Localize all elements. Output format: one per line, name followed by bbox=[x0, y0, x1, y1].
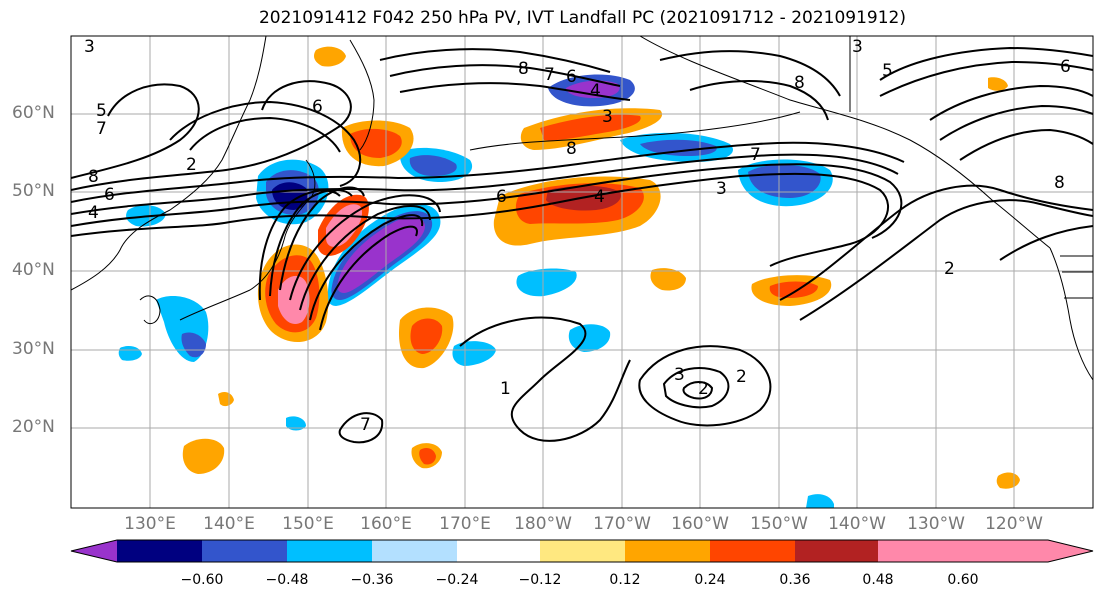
colorbar-segment bbox=[625, 540, 710, 562]
lon-label: 130°W bbox=[907, 514, 965, 534]
contour-label: 7 bbox=[360, 415, 371, 435]
lon-label: 150°W bbox=[750, 514, 808, 534]
alaska-coast bbox=[639, 36, 1051, 249]
colorbar-segment bbox=[202, 540, 287, 562]
kamchatka-coast bbox=[349, 39, 375, 151]
asia-coast bbox=[71, 36, 267, 291]
map-frame bbox=[70, 35, 1094, 509]
colorbar-tick-label: 0.12 bbox=[609, 572, 641, 588]
colorbar-tick-label: −0.36 bbox=[350, 572, 394, 588]
lon-label: 140°W bbox=[828, 514, 886, 534]
colorbar-segment bbox=[540, 540, 625, 562]
contour-label: 2 bbox=[698, 379, 709, 399]
contour-labels: 3 5 7 8 6 4 2 6 8 7 4 6 3 8 6 3 4 8 7 3 … bbox=[84, 37, 1071, 435]
lon-label: 150°E bbox=[282, 514, 334, 534]
colorbar-tick-label: 0.24 bbox=[694, 572, 726, 588]
colorbar-tick-label: −0.24 bbox=[435, 572, 479, 588]
colorbar bbox=[70, 539, 1094, 563]
contour-label: 2 bbox=[944, 259, 955, 279]
contour-label: 8 bbox=[794, 73, 805, 93]
lat-label: 30°N bbox=[12, 339, 55, 359]
contour-label: 3 bbox=[602, 107, 613, 127]
contour-label: 4 bbox=[88, 203, 99, 223]
map-title: 2021091412 F042 250 hPa PV, IVT Landfall… bbox=[258, 8, 906, 28]
lat-label: 50°N bbox=[12, 181, 55, 201]
colorbar-extend-right bbox=[963, 540, 1093, 562]
na-west-coast bbox=[1049, 247, 1093, 381]
colorbar-segment bbox=[795, 540, 878, 562]
contour-label: 6 bbox=[566, 67, 577, 87]
colorbar-tick-label: −0.60 bbox=[180, 572, 224, 588]
coastlines bbox=[71, 36, 1093, 381]
contour-label: 3 bbox=[84, 37, 95, 57]
contour-label: 6 bbox=[496, 187, 507, 207]
lon-label: 170°W bbox=[593, 514, 651, 534]
plot-area: 3 5 7 8 6 4 2 6 8 7 4 6 3 8 6 3 4 8 7 3 … bbox=[71, 36, 1093, 508]
colorbar-segment bbox=[372, 540, 457, 562]
contour-label: 6 bbox=[1060, 57, 1071, 77]
colorbar-tick-label: −0.12 bbox=[518, 572, 562, 588]
colorbar-segment bbox=[287, 540, 372, 562]
lon-label: 120°W bbox=[985, 514, 1043, 534]
lon-label: 140°E bbox=[203, 514, 255, 534]
colorbar-segment bbox=[117, 540, 202, 562]
aleutians bbox=[469, 111, 801, 151]
colorbar-segment bbox=[457, 540, 540, 562]
contour-label: 2 bbox=[186, 155, 197, 175]
korea-coast bbox=[139, 295, 161, 325]
contour-label: 8 bbox=[566, 139, 577, 159]
contour-label: 4 bbox=[594, 187, 605, 207]
contour-label: 1 bbox=[500, 379, 511, 399]
contour-label: 4 bbox=[590, 81, 601, 101]
contour-label: 3 bbox=[716, 179, 727, 199]
contour-label: 3 bbox=[674, 365, 685, 385]
lon-label: 130°E bbox=[124, 514, 176, 534]
lon-label: 180°W bbox=[514, 514, 572, 534]
colorbar-tick-label: −0.48 bbox=[265, 572, 309, 588]
lon-label: 160°E bbox=[360, 514, 412, 534]
lat-label: 40°N bbox=[12, 260, 55, 280]
colorbar-tick-label: 0.48 bbox=[862, 572, 894, 588]
shaded-anomalies bbox=[118, 46, 1020, 508]
contour-label: 6 bbox=[104, 185, 115, 205]
lon-label: 160°W bbox=[671, 514, 729, 534]
contour-label: 8 bbox=[88, 167, 99, 187]
contour-label: 7 bbox=[544, 65, 555, 85]
contour-label: 5 bbox=[882, 61, 893, 81]
contour-label: 7 bbox=[96, 119, 107, 139]
contour-label: 2 bbox=[736, 367, 747, 387]
lat-label: 20°N bbox=[12, 417, 55, 437]
colorbar-segment bbox=[878, 540, 963, 562]
contour-label: 8 bbox=[518, 59, 529, 79]
contour-label: 5 bbox=[96, 101, 107, 121]
colorbar-segment bbox=[710, 540, 795, 562]
japan-coast bbox=[179, 159, 316, 321]
gridlines bbox=[71, 36, 1093, 508]
contour-label: 6 bbox=[312, 97, 323, 117]
contours bbox=[71, 46, 1093, 444]
colorbar-tick-label: 0.60 bbox=[947, 572, 979, 588]
contour-label: 7 bbox=[750, 145, 761, 165]
contour-label: 3 bbox=[852, 37, 863, 57]
colorbar-extend-left bbox=[71, 540, 117, 562]
lat-label: 60°N bbox=[12, 103, 55, 123]
lon-label: 170°E bbox=[439, 514, 491, 534]
canada-border bbox=[1060, 255, 1093, 299]
colorbar-tick-label: 0.36 bbox=[779, 572, 811, 588]
contour-label: 8 bbox=[1054, 173, 1065, 193]
